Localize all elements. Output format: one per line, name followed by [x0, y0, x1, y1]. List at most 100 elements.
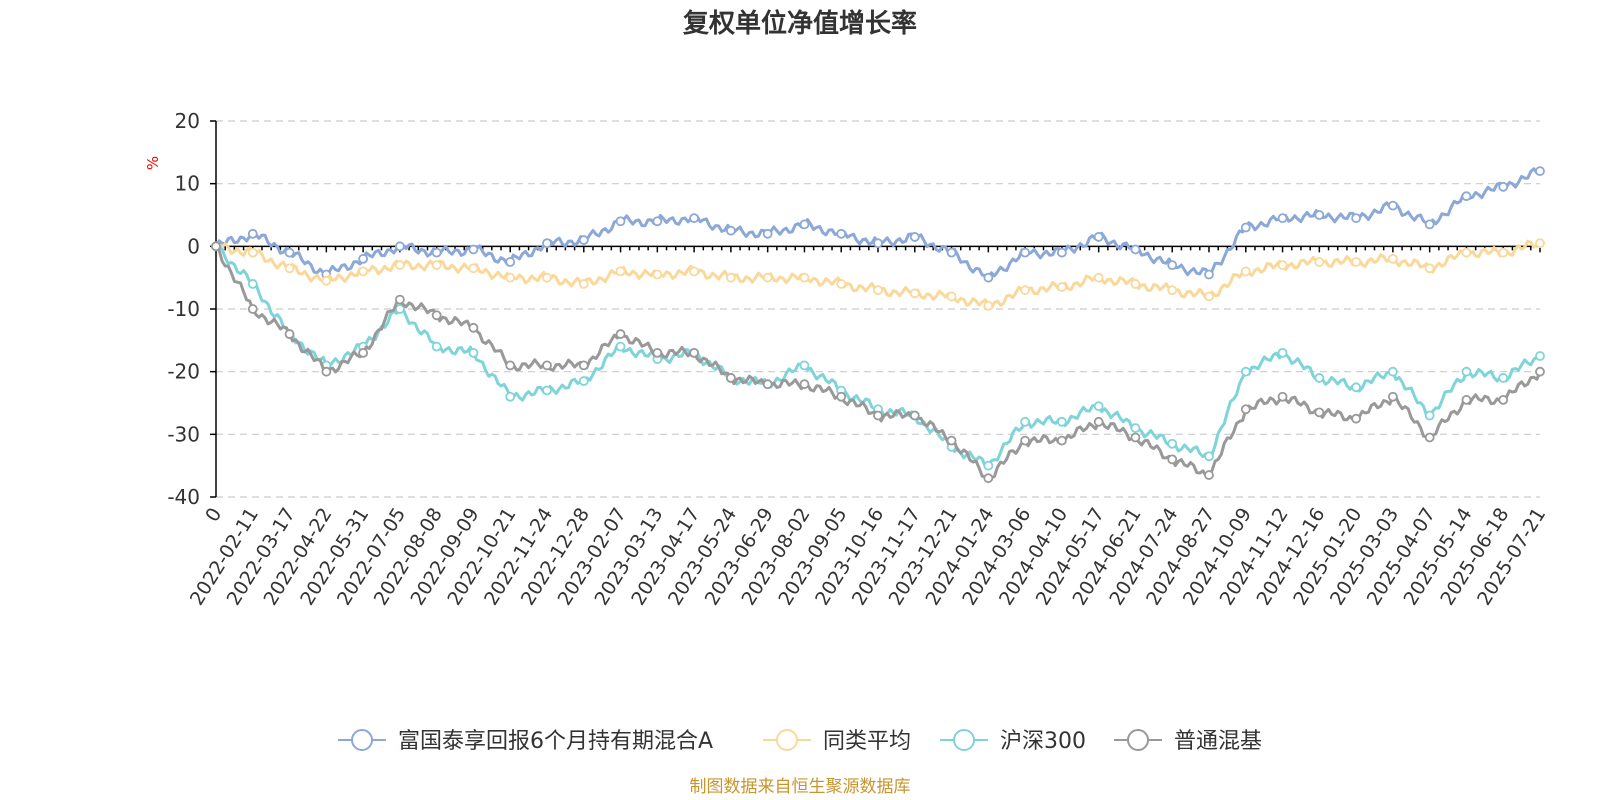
- data-point: [1351, 213, 1362, 224]
- data-point: [762, 272, 773, 283]
- data-point: [799, 379, 810, 390]
- data-point: [1093, 416, 1104, 427]
- data-point: [1498, 373, 1509, 383]
- chart-title: 复权单位净值增长率: [683, 8, 917, 39]
- data-point: [725, 373, 736, 383]
- data-point: [1535, 166, 1545, 177]
- data-point: [468, 263, 479, 274]
- data-point: [1130, 432, 1141, 443]
- data-point: [1461, 191, 1472, 202]
- data-point: [211, 241, 221, 252]
- data-point: [615, 266, 626, 277]
- data-point: [431, 247, 442, 258]
- data-point: [394, 294, 405, 305]
- data-point: [505, 257, 516, 267]
- data-point: [1056, 435, 1067, 446]
- data-point: [762, 228, 773, 239]
- y-tick-label: -40: [167, 485, 200, 509]
- data-point: [1387, 366, 1398, 377]
- data-point: [1351, 413, 1362, 424]
- data-point: [247, 247, 258, 258]
- data-point: [394, 241, 405, 252]
- data-point: [1498, 247, 1509, 258]
- data-point: [431, 260, 442, 271]
- data-point: [1535, 366, 1545, 377]
- data-point: [873, 410, 883, 421]
- legend-item[interactable]: 富国泰享回报6个月持有期混合A: [338, 729, 713, 754]
- data-point: [1240, 404, 1251, 415]
- data-point: [1056, 416, 1067, 427]
- data-point: [1167, 438, 1178, 449]
- data-point: [1093, 272, 1104, 283]
- data-point: [578, 235, 589, 245]
- data-point: [1461, 247, 1472, 258]
- data-point: [247, 279, 258, 289]
- legend-marker: [953, 729, 975, 751]
- data-point: [1498, 394, 1509, 405]
- data-point: [1314, 257, 1325, 267]
- data-point: [1204, 291, 1214, 302]
- data-point: [1535, 238, 1545, 249]
- y-tick-label: 10: [175, 172, 200, 196]
- data-point: [873, 285, 883, 296]
- legend-marker: [776, 729, 798, 751]
- data-point: [394, 260, 405, 271]
- y-tick-label: 20: [175, 109, 200, 133]
- data-point: [1093, 401, 1104, 412]
- data-point: [1387, 253, 1398, 264]
- data-point: [542, 238, 552, 249]
- data-point: [358, 347, 369, 358]
- data-point: [358, 266, 369, 277]
- data-point: [542, 272, 552, 283]
- data-point: [983, 473, 994, 484]
- legend-label: 同类平均: [823, 729, 911, 754]
- data-point: [1498, 181, 1509, 192]
- legend-item[interactable]: 普通混基: [1114, 729, 1262, 754]
- data-point: [542, 385, 552, 396]
- data-point: [1020, 435, 1031, 446]
- data-point: [1167, 454, 1178, 465]
- grid-lines: [216, 120, 1540, 498]
- data-point: [1314, 210, 1325, 220]
- data-point: [1351, 382, 1362, 393]
- data-point: [1240, 266, 1251, 277]
- data-point: [1020, 247, 1031, 258]
- data-point: [1204, 269, 1214, 280]
- data-point: [468, 244, 479, 255]
- legend-label: 富国泰享回报6个月持有期混合A: [398, 729, 713, 754]
- series-line: [215, 245, 1541, 469]
- data-point: [542, 360, 552, 371]
- data-point: [909, 288, 920, 299]
- data-point: [321, 275, 332, 286]
- data-point: [1351, 257, 1362, 267]
- legend-marker: [1127, 729, 1149, 751]
- data-point: [873, 238, 883, 249]
- data-point: [799, 219, 810, 230]
- data-point: [799, 272, 810, 283]
- data-point: [1204, 470, 1214, 480]
- data-point: [284, 263, 295, 274]
- series-3: [211, 241, 1545, 484]
- data-point: [431, 341, 442, 352]
- data-point: [468, 322, 479, 333]
- data-point: [247, 304, 258, 314]
- data-point: [1277, 213, 1288, 224]
- data-point: [1167, 260, 1178, 271]
- data-point: [799, 360, 810, 371]
- data-point: [1240, 222, 1251, 233]
- data-point: [1535, 351, 1545, 361]
- x-tick-label: 0: [201, 504, 226, 526]
- data-point: [1387, 391, 1398, 402]
- data-point: [836, 228, 847, 239]
- data-point: [946, 435, 957, 446]
- legend-item[interactable]: 同类平均: [763, 729, 911, 754]
- data-point: [909, 410, 920, 421]
- data-point: [1093, 232, 1104, 242]
- legend-item[interactable]: 沪深300: [940, 729, 1086, 754]
- data-point: [909, 232, 920, 242]
- data-point: [689, 266, 700, 277]
- legend[interactable]: 富国泰享回报6个月持有期混合A 同类平均 沪深300 普通混基: [338, 729, 1262, 754]
- data-point: [615, 341, 626, 352]
- data-point: [1387, 200, 1398, 211]
